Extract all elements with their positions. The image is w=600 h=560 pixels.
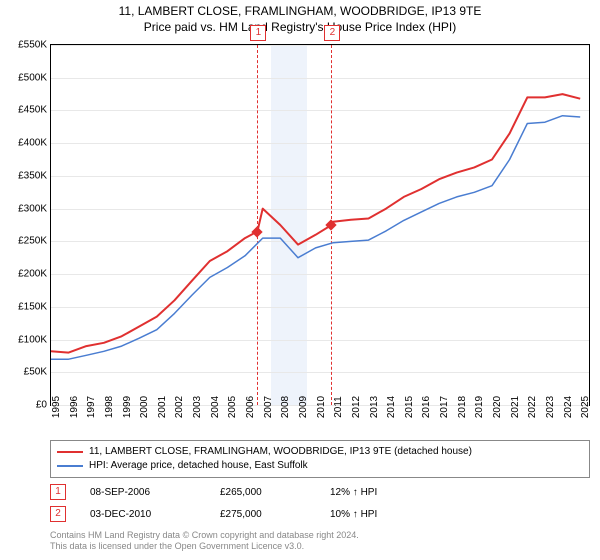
footer-attribution: Contains HM Land Registry data © Crown c… <box>50 530 590 553</box>
chart-lines <box>51 45 589 405</box>
series-hpi <box>51 116 580 360</box>
y-axis-label: £350K <box>18 170 47 181</box>
legend-swatch <box>57 451 83 453</box>
transaction-date: 08-SEP-2006 <box>90 487 220 498</box>
y-axis-label: £200K <box>18 269 47 280</box>
transaction-marker-badge: 1 <box>250 25 266 41</box>
series-price_paid <box>51 94 580 353</box>
legend-item: 11, LAMBERT CLOSE, FRAMLINGHAM, WOODBRID… <box>57 445 583 459</box>
transaction-price: £265,000 <box>220 487 330 498</box>
legend-swatch <box>57 465 83 467</box>
y-axis-label: £450K <box>18 105 47 116</box>
y-axis-label: £250K <box>18 236 47 247</box>
legend-label: 11, LAMBERT CLOSE, FRAMLINGHAM, WOODBRID… <box>89 445 472 459</box>
footer-line-1: Contains HM Land Registry data © Crown c… <box>50 530 590 541</box>
transaction-delta: 12% ↑ HPI <box>330 487 470 498</box>
transaction-badge: 2 <box>50 506 66 522</box>
y-axis-label: £400K <box>18 138 47 149</box>
transaction-badge: 1 <box>50 484 66 500</box>
transaction-marker-badge: 2 <box>324 25 340 41</box>
y-axis-label: £150K <box>18 301 47 312</box>
title-line-2: Price paid vs. HM Land Registry's House … <box>0 20 600 36</box>
chart-legend: 11, LAMBERT CLOSE, FRAMLINGHAM, WOODBRID… <box>50 440 590 478</box>
transaction-row: 2 03-DEC-2010 £275,000 10% ↑ HPI <box>50 506 590 522</box>
y-axis-label: £0 <box>36 400 47 411</box>
y-axis-label: £50K <box>24 367 47 378</box>
transaction-date: 03-DEC-2010 <box>90 509 220 520</box>
legend-item: HPI: Average price, detached house, East… <box>57 459 583 473</box>
chart-plot-area: £0£50K£100K£150K£200K£250K£300K£350K£400… <box>50 44 590 406</box>
transaction-delta: 10% ↑ HPI <box>330 509 470 520</box>
title-line-1: 11, LAMBERT CLOSE, FRAMLINGHAM, WOODBRID… <box>0 4 600 20</box>
page-root: 11, LAMBERT CLOSE, FRAMLINGHAM, WOODBRID… <box>0 0 600 560</box>
footer-line-2: This data is licensed under the Open Gov… <box>50 541 590 552</box>
transaction-price: £275,000 <box>220 509 330 520</box>
y-axis-label: £100K <box>18 334 47 345</box>
chart-title: 11, LAMBERT CLOSE, FRAMLINGHAM, WOODBRID… <box>0 0 600 35</box>
y-axis-label: £300K <box>18 203 47 214</box>
y-axis-label: £500K <box>18 72 47 83</box>
y-axis-label: £550K <box>18 40 47 51</box>
transaction-row: 1 08-SEP-2006 £265,000 12% ↑ HPI <box>50 484 590 500</box>
legend-label: HPI: Average price, detached house, East… <box>89 459 308 473</box>
